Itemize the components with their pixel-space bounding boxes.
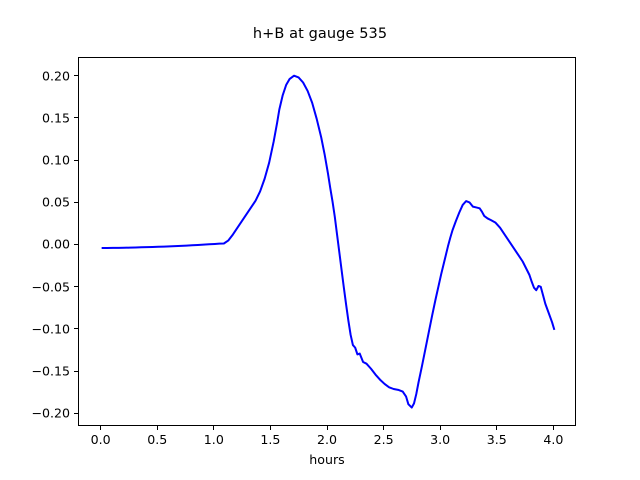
y-tick-label: −0.10 [31, 321, 70, 337]
x-axis-label: hours [309, 452, 345, 467]
x-tick-label: 1.5 [260, 432, 281, 447]
y-tick-mark [74, 201, 78, 203]
x-tick-label: 1.0 [203, 432, 224, 447]
y-tick-label: 0.10 [41, 152, 70, 168]
y-tick-mark [74, 328, 78, 330]
data-line-svg [101, 74, 556, 409]
x-tick-label: 3.0 [430, 432, 451, 447]
y-tick-mark [74, 159, 78, 161]
chart-title: h+B at gauge 535 [252, 26, 388, 42]
y-tick-mark [74, 75, 78, 77]
y-tick-label: 0.05 [41, 194, 70, 210]
y-tick-mark [74, 117, 78, 119]
x-tick-mark [100, 426, 102, 430]
y-tick-label: 0.20 [41, 68, 70, 84]
x-tick-mark [269, 426, 271, 430]
x-tick-label: 2.0 [316, 432, 338, 447]
x-tick-mark [496, 426, 498, 430]
y-tick-label: −0.15 [31, 363, 70, 379]
y-tick-label: 0.15 [41, 110, 70, 126]
data-series-line [101, 74, 556, 409]
x-tick-mark [213, 426, 215, 430]
x-tick-mark [383, 426, 385, 430]
x-tick-mark [326, 426, 328, 430]
y-tick-mark [74, 243, 78, 246]
plot-area [78, 57, 576, 426]
x-tick-mark [552, 426, 554, 430]
y-tick-mark [74, 286, 78, 288]
y-tick-mark [74, 412, 78, 414]
y-tick-label: 0.00 [41, 236, 70, 252]
x-tick-label: 4.0 [543, 432, 564, 447]
y-tick-label: −0.05 [31, 279, 70, 295]
x-tick-label: 0.5 [147, 432, 168, 447]
x-tick-mark [156, 426, 158, 430]
x-tick-label: 0.0 [90, 432, 111, 447]
x-tick-label: 2.5 [373, 432, 394, 447]
x-tick-mark [439, 426, 441, 430]
y-tick-label: −0.20 [31, 405, 70, 421]
y-tick-mark [74, 370, 78, 372]
x-tick-label: 3.5 [486, 432, 507, 447]
y-axis-tick-labels: 0.20 0.15 0.10 0.05 0.00 −0.05 −0.10 −0.15 −0.20 [0, 0, 70, 480]
